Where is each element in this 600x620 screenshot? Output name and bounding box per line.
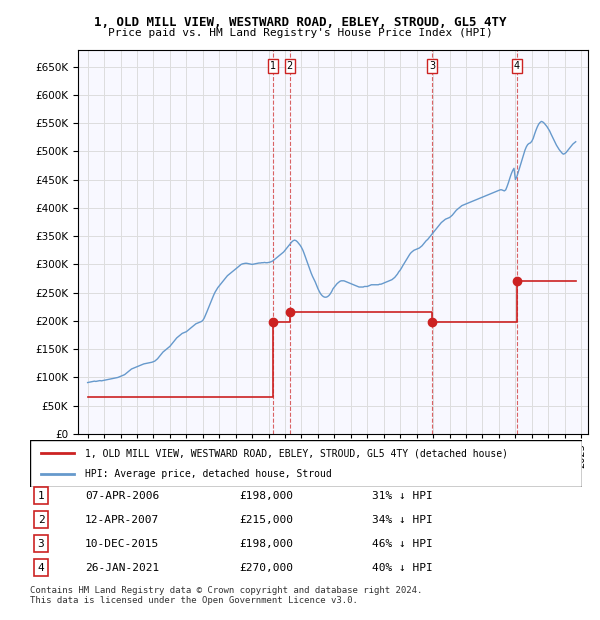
Text: Price paid vs. HM Land Registry's House Price Index (HPI): Price paid vs. HM Land Registry's House … xyxy=(107,28,493,38)
Text: 40% ↓ HPI: 40% ↓ HPI xyxy=(372,563,433,573)
Text: £215,000: £215,000 xyxy=(240,515,294,525)
Text: 2: 2 xyxy=(38,515,44,525)
Text: 12-APR-2007: 12-APR-2007 xyxy=(85,515,160,525)
Text: Contains HM Land Registry data © Crown copyright and database right 2024.
This d: Contains HM Land Registry data © Crown c… xyxy=(30,586,422,605)
Text: 4: 4 xyxy=(514,61,520,71)
Text: 2: 2 xyxy=(286,61,293,71)
Text: 1, OLD MILL VIEW, WESTWARD ROAD, EBLEY, STROUD, GL5 4TY (detached house): 1, OLD MILL VIEW, WESTWARD ROAD, EBLEY, … xyxy=(85,448,508,458)
Text: £198,000: £198,000 xyxy=(240,539,294,549)
Text: 46% ↓ HPI: 46% ↓ HPI xyxy=(372,539,433,549)
Text: 10-DEC-2015: 10-DEC-2015 xyxy=(85,539,160,549)
Text: £198,000: £198,000 xyxy=(240,490,294,500)
Text: 1, OLD MILL VIEW, WESTWARD ROAD, EBLEY, STROUD, GL5 4TY: 1, OLD MILL VIEW, WESTWARD ROAD, EBLEY, … xyxy=(94,16,506,29)
Text: 1: 1 xyxy=(270,61,276,71)
Text: 26-JAN-2021: 26-JAN-2021 xyxy=(85,563,160,573)
Text: 3: 3 xyxy=(429,61,435,71)
Text: 34% ↓ HPI: 34% ↓ HPI xyxy=(372,515,433,525)
Text: 4: 4 xyxy=(38,563,44,573)
Text: 07-APR-2006: 07-APR-2006 xyxy=(85,490,160,500)
Text: 3: 3 xyxy=(38,539,44,549)
Text: 1: 1 xyxy=(38,490,44,500)
Text: HPI: Average price, detached house, Stroud: HPI: Average price, detached house, Stro… xyxy=(85,469,332,479)
FancyBboxPatch shape xyxy=(30,440,582,487)
Text: £270,000: £270,000 xyxy=(240,563,294,573)
Text: 31% ↓ HPI: 31% ↓ HPI xyxy=(372,490,433,500)
